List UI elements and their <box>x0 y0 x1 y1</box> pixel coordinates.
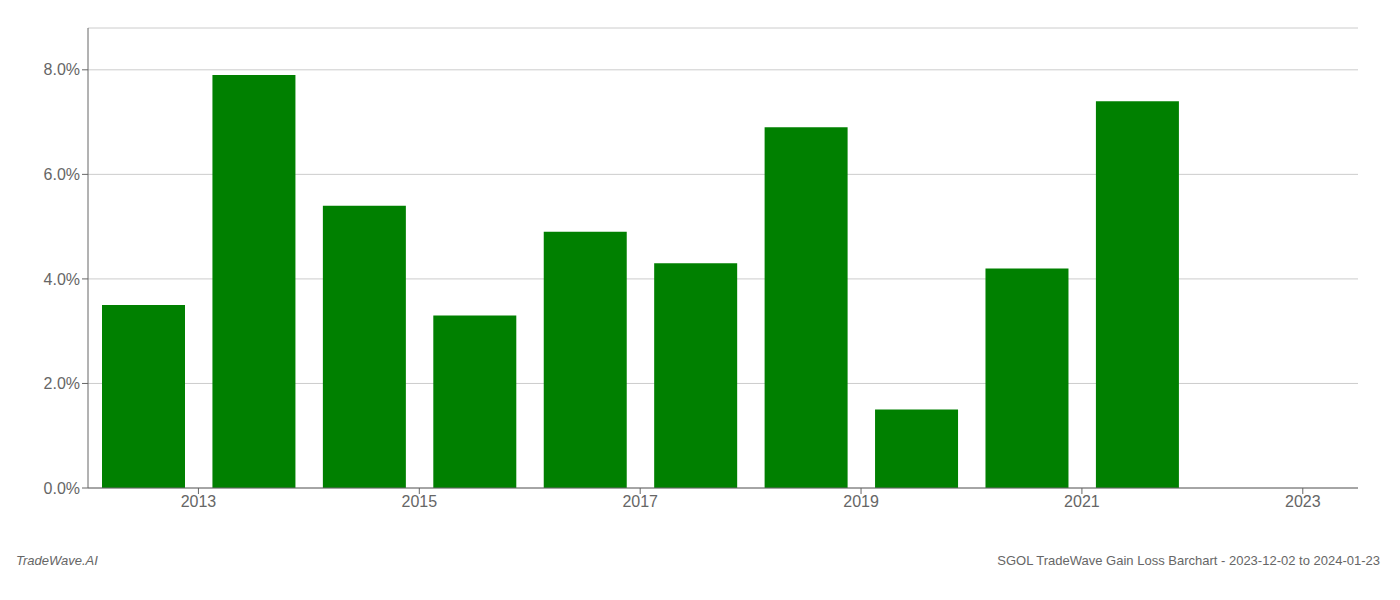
html-text:SGOL TradeWave Gain Loss Barch: SGOL TradeWave Gain Loss Barchart - 2023… <box>997 553 1380 568</box>
svg-text:2021: 2021 <box>1064 493 1100 510</box>
svg-text:2013: 2013 <box>181 493 217 510</box>
svg-text:4.0%: 4.0% <box>44 271 80 288</box>
svg-text:8.0%: 8.0% <box>44 61 80 78</box>
svg-text:2017: 2017 <box>622 493 658 510</box>
svg-text:2023: 2023 <box>1285 493 1321 510</box>
svg-text:2.0%: 2.0% <box>44 375 80 392</box>
svg-text:6.0%: 6.0% <box>44 166 80 183</box>
html-text:TradeWave.AI: TradeWave.AI <box>16 553 98 568</box>
svg-text:2015: 2015 <box>402 493 438 510</box>
svg-text:2019: 2019 <box>843 493 879 510</box>
svg-text:0.0%: 0.0% <box>44 480 80 497</box>
